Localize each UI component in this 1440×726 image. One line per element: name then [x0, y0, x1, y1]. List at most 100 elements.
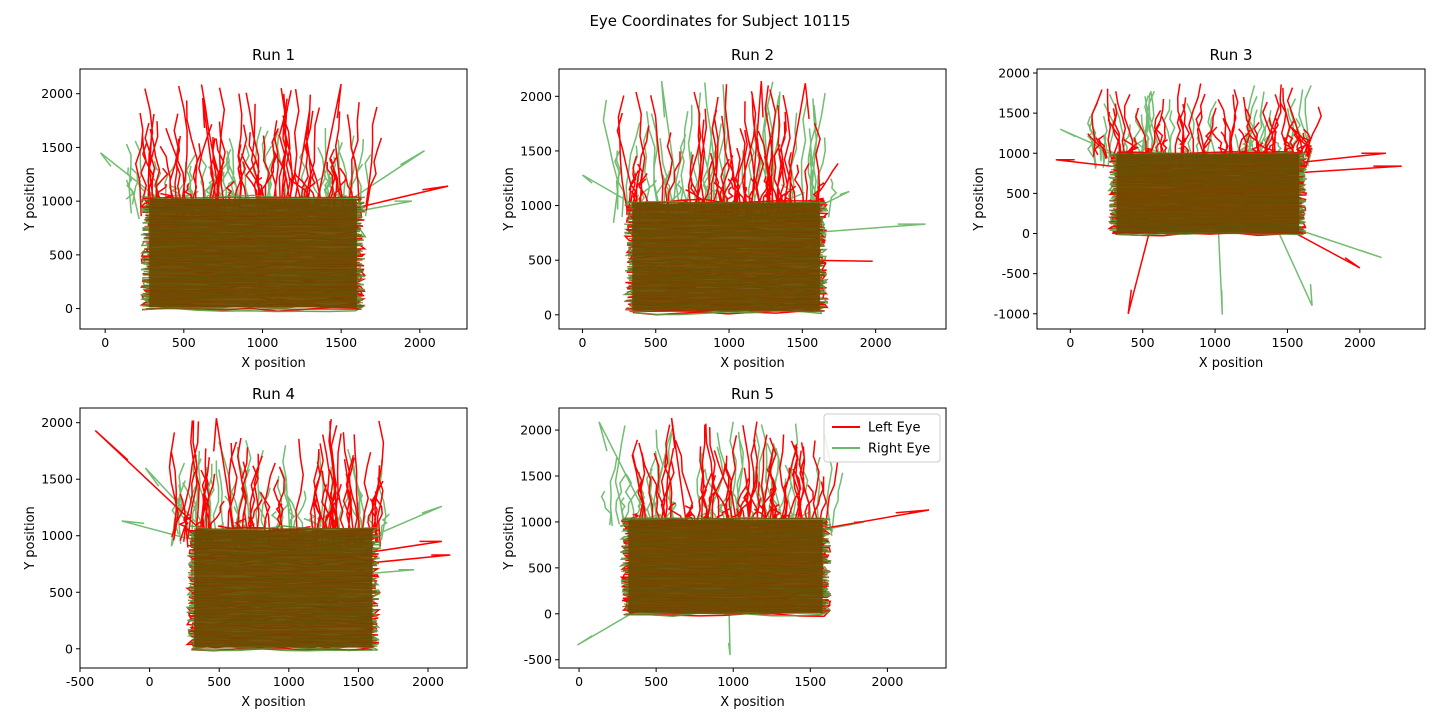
x-tick-label: 1000 [273, 674, 305, 689]
subplot-run-2: 0 500 1000 1500 2000 0 500 1000 1500 2000 Run 2 X p… [502, 46, 947, 371]
y-tick-label: 0 [65, 301, 73, 316]
y-tick-label: 1500 [520, 468, 552, 483]
y-tick-label: 1000 [520, 514, 552, 529]
overlap-lines [143, 196, 364, 310]
plot-area [1055, 83, 1402, 315]
x-tick-label: 500 [207, 674, 231, 689]
x-tick-label: 1500 [343, 674, 375, 689]
y-axis-label: Y position [23, 506, 38, 571]
x-tick-label: 1500 [325, 335, 357, 350]
x-tick-label: 500 [644, 335, 668, 350]
y-tick-label: 1000 [998, 146, 1030, 161]
x-tick-label: 2000 [412, 674, 444, 689]
plot-area [577, 417, 930, 656]
series-left-eye-scan [139, 196, 367, 312]
subplot-run-5: 0 500 1000 1500 2000 -500 0 500 1000 1500 2000 Run … [502, 385, 947, 710]
x-tick-label: 2000 [872, 674, 904, 689]
subplot-title: Run 3 [1209, 46, 1252, 64]
y-tick-label: 500 [528, 253, 552, 268]
y-tick-label: -500 [1002, 266, 1030, 281]
subplot-run-4: -500 0 500 1000 1500 2000 0 500 1000 1500 2000 Run … [23, 385, 468, 710]
x-tick-label: 1000 [717, 674, 749, 689]
overlap-density [149, 199, 357, 308]
plot-area [94, 418, 451, 652]
x-tick-label: 1000 [713, 335, 745, 350]
y-tick-label: 1500 [520, 143, 552, 158]
x-tick-label: 0 [575, 674, 583, 689]
y-tick-label: 500 [1006, 186, 1030, 201]
x-tick-label: 1000 [1199, 335, 1231, 350]
x-axis-label: X position [720, 695, 785, 710]
y-tick-label: 500 [49, 247, 73, 262]
x-tick-label: 2000 [860, 335, 892, 350]
subplot-grid: 0 500 1000 1500 2000 0 500 1000 1500 2000 Run 1 X p… [23, 46, 1426, 710]
overlap-lines [1110, 152, 1305, 235]
axes-frame [1036, 68, 1426, 330]
overlap-density [632, 203, 820, 311]
subplot-run-3: 0 500 1000 1500 2000 -1000 -500 0 500 1000 1500 200… [972, 46, 1426, 371]
x-tick-label: 1500 [794, 674, 826, 689]
y-tick-label: 500 [528, 560, 552, 575]
axes-frame [558, 68, 947, 330]
overlap-lines [622, 517, 829, 615]
y-tick-label: 0 [65, 641, 73, 656]
y-axis-label: Y position [502, 167, 517, 232]
y-tick-label: 1000 [520, 198, 552, 213]
x-tick-label: 0 [1066, 335, 1074, 350]
x-axis-label: X position [241, 695, 306, 710]
plot-area [99, 83, 449, 313]
legend: Left Eye Right Eye [823, 413, 941, 463]
x-tick-label: 1500 [786, 335, 818, 350]
x-tick-label: 1000 [247, 335, 279, 350]
y-tick-label: 1500 [998, 106, 1030, 121]
x-axis-label: X position [720, 356, 785, 371]
axes-frame [558, 407, 947, 669]
axes-frame [79, 68, 468, 330]
series-left-eye-excursions [616, 80, 873, 263]
figure-title: Eye Coordinates for Subject 10115 [589, 12, 850, 30]
x-tick-label: 1500 [1272, 335, 1304, 350]
overlap-density [194, 530, 373, 648]
y-tick-label: 2000 [998, 66, 1030, 81]
x-tick-label: 500 [172, 335, 196, 350]
y-tick-label: 2000 [41, 415, 73, 430]
y-tick-label: 1500 [41, 472, 73, 487]
y-tick-label: 0 [544, 606, 552, 621]
subplot-title: Run 1 [252, 46, 295, 64]
x-tick-label: 500 [1131, 335, 1155, 350]
x-tick-label: 2000 [404, 335, 436, 350]
x-tick-label: 0 [146, 674, 154, 689]
y-axis-label: Y position [972, 167, 987, 232]
y-tick-label: 2000 [520, 89, 552, 104]
y-tick-label: -500 [524, 652, 552, 667]
subplot-title: Run 4 [252, 385, 295, 403]
y-tick-label: 2000 [41, 86, 73, 101]
subplot-run-1: 0 500 1000 1500 2000 0 500 1000 1500 2000 Run 1 X p… [23, 46, 468, 371]
series-right-eye-scan [621, 200, 829, 316]
x-tick-label: 0 [101, 335, 109, 350]
y-axis-label: Y position [502, 506, 517, 571]
y-tick-label: 0 [544, 307, 552, 322]
x-tick-label: 0 [578, 335, 586, 350]
y-tick-label: -1000 [994, 306, 1030, 321]
overlap-lines [626, 201, 826, 313]
y-tick-label: 500 [49, 585, 73, 600]
x-tick-label: 2000 [1344, 335, 1376, 350]
axes-frame [79, 407, 468, 669]
series-left-eye-excursions [94, 418, 451, 566]
legend-label-0: Left Eye [868, 421, 921, 436]
legend-label-1: Right Eye [868, 442, 930, 457]
y-tick-label: 1000 [41, 528, 73, 543]
subplot-title: Run 5 [731, 385, 774, 403]
series-left-eye-excursions [134, 83, 449, 220]
x-axis-label: X position [1199, 356, 1264, 371]
overlap-lines [188, 527, 378, 651]
y-tick-label: 1500 [41, 140, 73, 155]
y-tick-label: 1000 [41, 194, 73, 209]
y-tick-label: 0 [1022, 226, 1030, 241]
y-axis-label: Y position [23, 167, 38, 232]
x-tick-label: -500 [66, 674, 94, 689]
plot-area [582, 80, 926, 316]
x-axis-label: X position [241, 356, 306, 371]
